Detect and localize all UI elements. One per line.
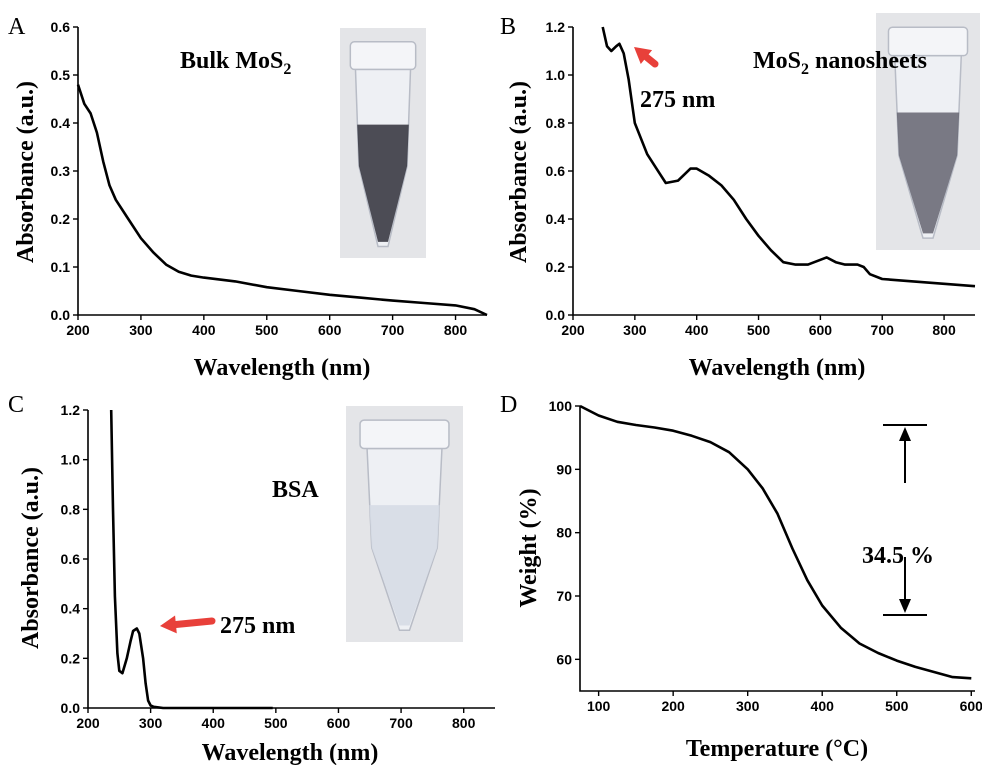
x-tick-label: 200: [76, 715, 100, 731]
x-tick-label: 300: [129, 322, 153, 338]
tube-cap: [349, 41, 417, 71]
y-tick-label: 0.6: [51, 19, 71, 35]
x-tick-label: 300: [623, 322, 647, 338]
tube-cap: [359, 419, 450, 450]
y-tick-label: 1.2: [61, 402, 81, 418]
tube-liquid: [357, 124, 409, 242]
x-tick-label: 300: [139, 715, 163, 731]
x-tick-label: 600: [327, 715, 351, 731]
y-tick-label: 0.0: [61, 700, 81, 716]
y-tick-label: 60: [556, 651, 572, 667]
x-tick-label: 400: [685, 322, 709, 338]
y-axis-title: Weight (%): [516, 488, 542, 607]
chart-panel-c: C 200 300 400 500 600 700 800 0.0 0.2 0.4 0.6 0.8 1.0…: [8, 392, 495, 765]
chart-panel-d: D 100 200 300 400 500 600 60 70 80 90 100 Temperatur…: [500, 392, 982, 762]
x-tick-label: 600: [809, 322, 833, 338]
y-tick-label: 100: [549, 398, 573, 414]
y-tick-label: 0.0: [546, 307, 566, 323]
axis-lines: [579, 406, 975, 692]
sample-label: MoS2 nanosheets: [753, 48, 927, 78]
up-arrow-head: [899, 427, 911, 441]
x-axis-title: Wavelength (nm): [689, 355, 866, 381]
peak-label: 275 nm: [220, 613, 295, 639]
x-axis-title: Temperature (°C): [686, 736, 868, 762]
y-axis-title: Absorbance (a.u.): [506, 81, 532, 263]
x-tick-label: 500: [264, 715, 288, 731]
panel-letter: D: [500, 392, 517, 418]
x-tick-label: 500: [747, 322, 771, 338]
data-series-line: [601, 26, 976, 288]
peak-arrow-head: [634, 47, 653, 65]
x-tick-label: 200: [661, 698, 685, 714]
tube-liquid: [896, 112, 960, 234]
y-tick-label: 80: [556, 525, 572, 541]
sample-tube-photo: [346, 406, 463, 642]
chart-panel-b: B 200 300 400 500 600 700 800 0.0 0.2 0.4 0.6 0.8 1.0…: [500, 13, 980, 381]
y-tick-label: 0.8: [61, 501, 81, 517]
tube-cap: [887, 26, 969, 57]
y-axis-title: Absorbance (a.u.): [18, 467, 44, 649]
x-tick-label: 600: [960, 698, 982, 714]
x-tick-label: 700: [389, 715, 413, 731]
tube-liquid: [369, 505, 440, 626]
y-tick-label: 0.6: [546, 163, 566, 179]
sample-tube-photo: [876, 13, 980, 250]
y-tick-label: 1.2: [546, 19, 566, 35]
y-tick-label: 0.5: [51, 67, 71, 83]
x-tick-label: 700: [381, 322, 405, 338]
y-tick-label: 1.0: [546, 67, 566, 83]
peak-arrow-head: [160, 615, 177, 634]
y-tick-label: 90: [556, 461, 572, 477]
y-tick-label: 0.4: [61, 601, 81, 617]
y-tick-label: 0.4: [51, 115, 71, 131]
x-tick-label: 600: [318, 322, 342, 338]
y-tick-label: 0.2: [51, 211, 71, 227]
sample-tube-photo: [340, 28, 426, 258]
x-tick-label: 400: [192, 322, 216, 338]
panel-letter: C: [8, 392, 24, 418]
y-tick-label: 1.0: [61, 452, 81, 468]
x-axis-title: Wavelength (nm): [194, 355, 371, 381]
y-tick-label: 0.2: [61, 650, 81, 666]
x-tick-label: 300: [736, 698, 760, 714]
data-series-line: [76, 84, 488, 317]
x-tick-label: 500: [885, 698, 909, 714]
x-tick-label: 800: [452, 715, 476, 731]
x-tick-label: 400: [202, 715, 226, 731]
y-tick-label: 0.3: [51, 163, 71, 179]
y-tick-label: 70: [556, 588, 572, 604]
y-tick-label: 0.4: [546, 211, 566, 227]
y-tick-label: 0.2: [546, 259, 566, 275]
x-axis-title: Wavelength (nm): [202, 740, 379, 765]
peak-label: 275 nm: [640, 87, 715, 113]
chart-panel-a: A 200 300 400 500 600 700 800 0.0 0.1 0.2 0.3 0.4 0.5…: [8, 14, 488, 381]
peak-arrow-shaft: [172, 617, 216, 628]
panel-letter: B: [500, 14, 516, 40]
y-tick-label: 0.8: [546, 115, 566, 131]
x-tick-label: 800: [444, 322, 468, 338]
x-tick-label: 500: [255, 322, 279, 338]
x-tick-label: 700: [871, 322, 895, 338]
x-tick-label: 100: [587, 698, 611, 714]
panel-letter: A: [8, 14, 26, 40]
data-series-line: [109, 409, 273, 710]
sample-label: Bulk MoS2: [180, 48, 291, 78]
y-axis-title: Absorbance (a.u.): [13, 81, 39, 263]
y-tick-label: 0.6: [61, 551, 81, 567]
y-tick-label: 0.0: [51, 307, 71, 323]
x-tick-label: 200: [66, 322, 90, 338]
sample-label: BSA: [272, 477, 319, 503]
x-tick-label: 200: [561, 322, 585, 338]
sample-label: 34.5 %: [862, 543, 934, 569]
data-series-line: [579, 404, 972, 680]
x-tick-label: 800: [932, 322, 956, 338]
x-tick-label: 400: [811, 698, 835, 714]
y-tick-label: 0.1: [51, 259, 71, 275]
down-arrow-head: [899, 599, 911, 613]
peak-arrow-shaft: [642, 53, 659, 68]
